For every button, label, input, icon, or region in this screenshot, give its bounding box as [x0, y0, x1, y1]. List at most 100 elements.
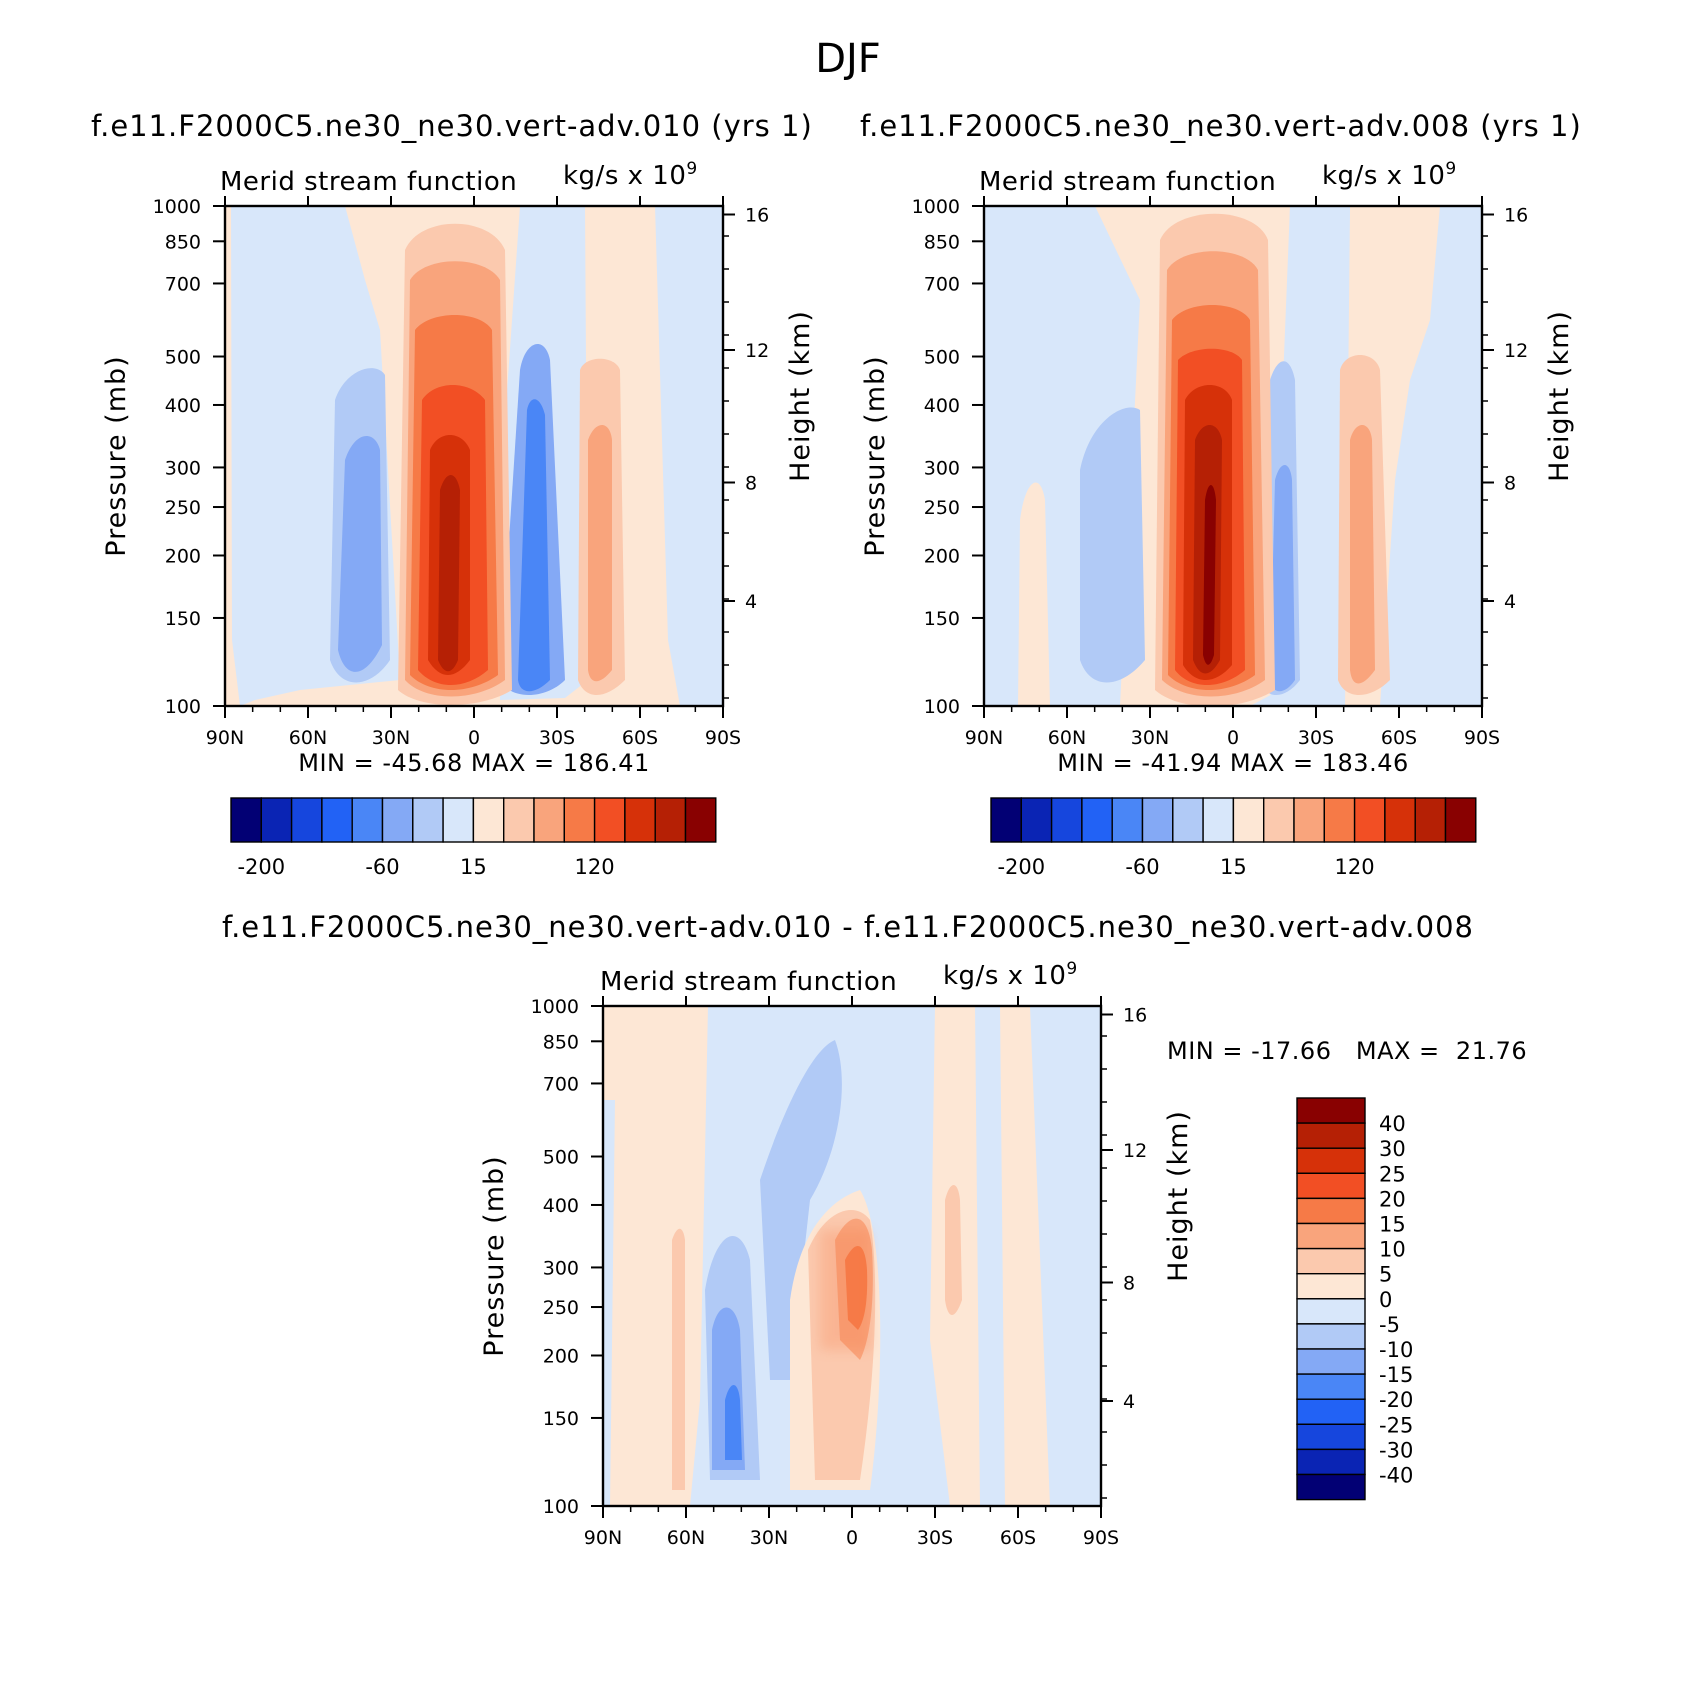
pressure-tick-label: 250 — [543, 1297, 579, 1319]
pressure-tick-label: 100 — [165, 696, 201, 718]
colorbar-swatch — [533, 797, 565, 843]
panel-b-axes: 100 150 200 250 300 400 500 700 850 1000 16 12 8 4 90N… — [860, 196, 1575, 777]
pressure-tick-label: 850 — [165, 231, 201, 253]
colorbar-swatch — [1296, 1298, 1366, 1325]
colorbar-swatch — [1111, 797, 1144, 843]
colorbar-label: -25 — [1379, 1413, 1413, 1437]
lat-tick-label: 30N — [372, 727, 410, 749]
panel-b: f.e11.F2000C5.ne30_ne30.vert-adv.008 (yr… — [860, 109, 1582, 708]
pressure-tick-label: 200 — [543, 1345, 579, 1367]
colorbar-swatch — [1296, 1448, 1366, 1476]
lat-tick-label: 90S — [705, 727, 741, 749]
colorbar-swatch — [1296, 1272, 1366, 1300]
colorbar-swatch — [1296, 1247, 1366, 1275]
pressure-tick-label: 850 — [543, 1031, 579, 1053]
colorbar-layer: -200 -60 15 120 -200 -60 15 12040302520151050-5… — [230, 797, 1477, 1501]
colorbar-swatch — [503, 797, 535, 843]
pressure-axis-label: Pressure (mb) — [479, 1155, 510, 1356]
colorbar-label: 0 — [1379, 1288, 1392, 1312]
colorbar-swatch — [1323, 797, 1356, 843]
pressure-tick-label: 200 — [924, 545, 960, 567]
colorbar-swatch — [381, 797, 414, 843]
colorbar-label: 15 — [460, 855, 487, 879]
panel-b-field — [984, 206, 1482, 706]
lat-tick-label: 90N — [584, 1527, 622, 1549]
colorbar-swatch — [1296, 1423, 1366, 1451]
lat-tick-label: 60N — [1048, 727, 1086, 749]
colorbar-swatch — [472, 797, 505, 843]
colorbar-swatch — [593, 797, 626, 843]
panel-a-title: f.e11.F2000C5.ne30_ne30.vert-adv.010 (yr… — [91, 109, 813, 143]
lat-tick-label: 30N — [750, 1527, 788, 1549]
pressure-axis-label: Pressure (mb) — [101, 355, 132, 556]
colorbar-label: -60 — [365, 855, 399, 879]
lat-tick-label: 30S — [1298, 727, 1334, 749]
colorbar-label: 10 — [1379, 1238, 1406, 1262]
colorbar-swatch — [1296, 1373, 1366, 1400]
pressure-tick-label: 300 — [543, 1257, 579, 1279]
colorbar-swatch — [1296, 1398, 1366, 1425]
colorbar-label: 25 — [1379, 1162, 1406, 1186]
colorbar-swatch — [1296, 1172, 1366, 1200]
colorbar-swatch — [1296, 1323, 1366, 1350]
pressure-tick-label: 250 — [165, 497, 201, 519]
pressure-tick-label: 150 — [924, 608, 960, 630]
colorbar-swatch — [1296, 1147, 1366, 1174]
pressure-tick-label: 500 — [165, 347, 201, 369]
colorbar-label: 20 — [1379, 1187, 1406, 1211]
colorbar-swatch — [412, 797, 444, 843]
colorbar-swatch — [1141, 797, 1174, 843]
colorbar-swatch — [1414, 797, 1447, 843]
panel-b-title: f.e11.F2000C5.ne30_ne30.vert-adv.008 (yr… — [860, 109, 1582, 143]
colorbar-swatch — [684, 797, 717, 843]
pressure-tick-label: 400 — [924, 395, 960, 417]
colorbar-swatch — [1296, 1348, 1366, 1375]
lat-tick-label: 90N — [206, 727, 244, 749]
height-tick-label: 8 — [1504, 473, 1516, 495]
colorbar-swatch — [624, 797, 656, 843]
pressure-tick-label: 100 — [924, 696, 960, 718]
panel-a-unit-label: kg/s x 109 — [563, 159, 698, 191]
colorbar-label: 15 — [1379, 1213, 1406, 1237]
lat-tick-label: 0 — [1227, 727, 1239, 749]
lat-tick-label: 90N — [965, 727, 1003, 749]
colorbar-label: -40 — [1379, 1464, 1413, 1488]
pressure-axis-label: Pressure (mb) — [860, 355, 891, 556]
colorbar-swatch — [1262, 797, 1295, 843]
colorbar-label: -200 — [237, 855, 285, 879]
pressure-tick-label: 250 — [924, 497, 960, 519]
lat-tick-label: 30N — [1131, 727, 1169, 749]
pressure-tick-label: 700 — [543, 1073, 579, 1095]
height-tick-label: 8 — [745, 473, 757, 495]
pressure-tick-label: 500 — [543, 1147, 579, 1169]
panel-a: f.e11.F2000C5.ne30_ne30.vert-adv.010 (yr… — [91, 109, 813, 708]
colorbar-swatch — [351, 797, 384, 843]
lat-tick-label: 60S — [622, 727, 658, 749]
colorbar-swatch — [1296, 1222, 1366, 1250]
colorbar-swatch — [321, 797, 353, 843]
colorbar-label: 40 — [1379, 1112, 1406, 1136]
colorbar-label: -10 — [1379, 1338, 1413, 1362]
panel-b-colorbar: -200 -60 15 120 — [990, 797, 1477, 879]
pressure-tick-label: 700 — [924, 273, 960, 295]
colorbar-label: -60 — [1125, 855, 1159, 879]
colorbar-swatch — [230, 797, 262, 843]
height-tick-label: 12 — [745, 340, 769, 362]
panel-c: f.e11.F2000C5.ne30_ne30.vert-adv.010 - f… — [222, 910, 1527, 1508]
pressure-tick-label: 150 — [543, 1408, 579, 1430]
height-tick-label: 16 — [1504, 205, 1528, 227]
panel-c-minmax: MIN = -17.66 MAX = 21.76 — [1167, 1037, 1527, 1065]
colorbar-label: 30 — [1379, 1137, 1406, 1161]
lat-tick-label: 0 — [846, 1527, 858, 1549]
lat-tick-label: 60N — [289, 727, 327, 749]
colorbar-swatch — [1081, 797, 1113, 843]
colorbar-label: 5 — [1379, 1263, 1392, 1287]
colorbar-swatch — [1296, 1473, 1366, 1501]
colorbar-swatch — [563, 797, 596, 843]
colorbar-swatch — [1293, 797, 1325, 843]
panel-a-axes: 100 150 200 250 300 400 500 700 850 1000 16 12 8 4 90N… — [101, 196, 816, 777]
panel-c-title: f.e11.F2000C5.ne30_ne30.vert-adv.010 - f… — [222, 910, 1474, 944]
pressure-tick-label: 500 — [924, 347, 960, 369]
